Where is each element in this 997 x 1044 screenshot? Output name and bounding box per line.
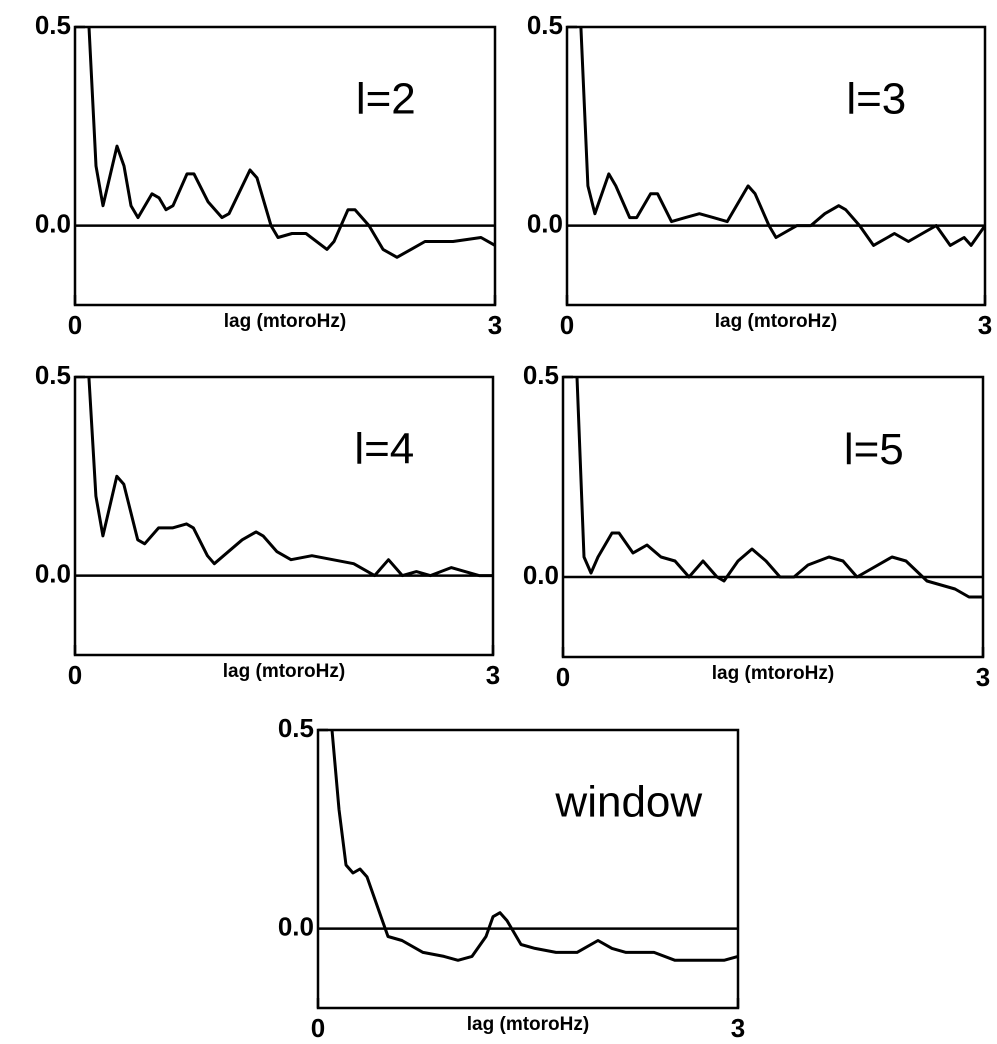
- data-line: [330, 730, 738, 962]
- annotation: l=4: [354, 425, 414, 474]
- panel: 0.0 0.5 0 3 lag (mtoroHz) l=4: [35, 360, 500, 690]
- data-line: [575, 377, 983, 599]
- x-tick-label: 3: [486, 660, 500, 690]
- y-tick-label: 0.0: [278, 911, 314, 941]
- y-tick-label: 0.0: [527, 208, 563, 238]
- panel: 0.0 0.5 0 3 lag (mtoroHz) l=5: [523, 360, 990, 692]
- x-tick-label: 0: [311, 1013, 325, 1043]
- data-line: [579, 27, 985, 247]
- plot-frame: [73, 375, 495, 657]
- y-tick-label: 0.5: [35, 10, 71, 40]
- y-tick-label: 0.0: [35, 558, 71, 588]
- panel: 0.0 0.5 0 3 lag (mtoroHz) l=3: [527, 10, 992, 340]
- x-tick-label: 0: [68, 660, 82, 690]
- annotation: l=2: [356, 75, 416, 124]
- x-axis-label: lag (mtoroHz): [715, 311, 837, 332]
- x-axis-label: lag (mtoroHz): [224, 311, 346, 332]
- x-tick-label: 3: [731, 1013, 745, 1043]
- x-tick-label: 0: [68, 310, 82, 340]
- y-tick-label: 0.0: [35, 208, 71, 238]
- x-axis-label: lag (mtoroHz): [712, 663, 834, 684]
- x-tick-label: 3: [978, 310, 992, 340]
- data-line: [87, 27, 495, 259]
- x-tick-label: 0: [556, 662, 570, 692]
- y-tick-label: 0.5: [278, 713, 314, 743]
- data-line: [87, 377, 493, 578]
- x-axis-label: lag (mtoroHz): [223, 661, 345, 682]
- annotation: window: [554, 778, 702, 827]
- x-tick-label: 3: [976, 662, 990, 692]
- y-tick-label: 0.5: [523, 360, 559, 390]
- panel: 0.0 0.5 0 3 lag (mtoroHz) window: [278, 713, 745, 1043]
- annotation: l=3: [846, 75, 906, 124]
- plot-frame: [73, 25, 497, 307]
- plot-frame: [561, 375, 985, 659]
- y-tick-label: 0.0: [523, 560, 559, 590]
- x-tick-label: 0: [560, 310, 574, 340]
- plot-frame: [565, 25, 987, 307]
- y-tick-label: 0.5: [35, 360, 71, 390]
- y-tick-label: 0.5: [527, 10, 563, 40]
- plot-frame: [316, 728, 740, 1010]
- x-tick-label: 3: [488, 310, 502, 340]
- x-axis-label: lag (mtoroHz): [467, 1014, 589, 1035]
- annotation: l=5: [844, 425, 904, 474]
- panel: 0.0 0.5 0 3 lag (mtoroHz) l=2: [35, 10, 502, 340]
